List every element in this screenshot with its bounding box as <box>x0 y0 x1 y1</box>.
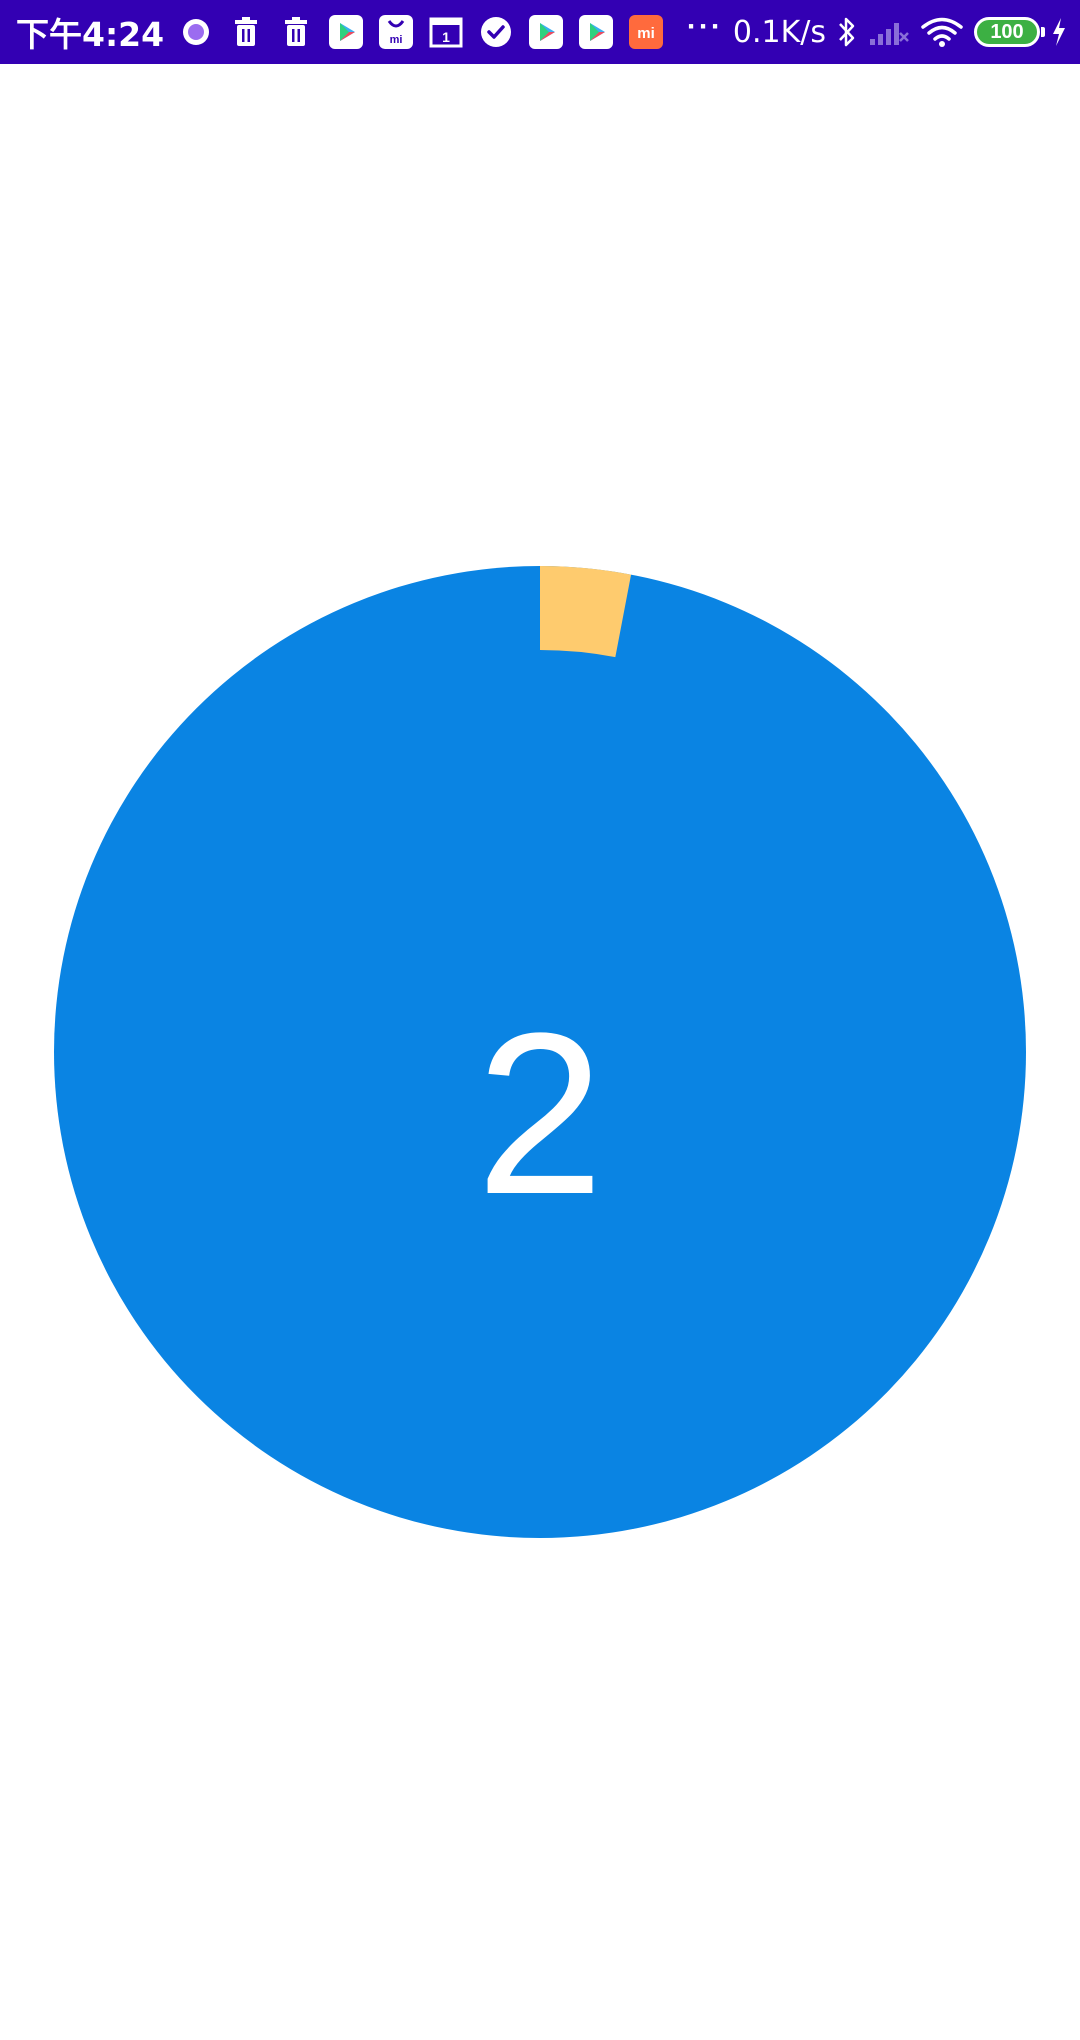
battery-indicator: 100 <box>974 17 1045 47</box>
svg-text:1: 1 <box>442 29 450 45</box>
charging-bolt-icon <box>1050 16 1068 48</box>
trash-icon <box>228 14 264 50</box>
status-right: ··· 0.1K/s 100 <box>686 10 1068 50</box>
record-icon <box>178 14 214 50</box>
status-time: 下午4:24 <box>16 15 165 54</box>
play-store-icon <box>578 14 614 50</box>
play-store-icon <box>328 14 364 50</box>
bluetooth-icon <box>836 15 858 49</box>
timer-elapsed-segment <box>540 566 632 658</box>
mi-logo-icon: mi <box>628 14 664 50</box>
battery-level: 100 <box>990 20 1024 43</box>
more-notifications-indicator: ··· <box>686 10 723 43</box>
network-speed: 0.1K/s <box>732 14 826 50</box>
timer-view[interactable]: 2 <box>0 64 1080 2040</box>
svg-text:mi: mi <box>637 25 655 42</box>
signal-off-icon <box>868 17 910 47</box>
timer-dial[interactable] <box>0 64 1080 2040</box>
calendar-icon: 1 <box>428 14 464 50</box>
notification-icons: mi 1 mi <box>178 14 664 50</box>
play-store-icon <box>528 14 564 50</box>
status-bar: 下午4:24 mi 1 mi ··· <box>0 0 1080 64</box>
svg-text:mi: mi <box>390 34 403 46</box>
mi-store-icon: mi <box>378 14 414 50</box>
check-circle-icon <box>478 14 514 50</box>
trash-icon <box>278 14 314 50</box>
wifi-icon <box>920 16 964 48</box>
timer-count: 2 <box>476 985 604 1242</box>
timer-face[interactable] <box>54 566 1026 1538</box>
